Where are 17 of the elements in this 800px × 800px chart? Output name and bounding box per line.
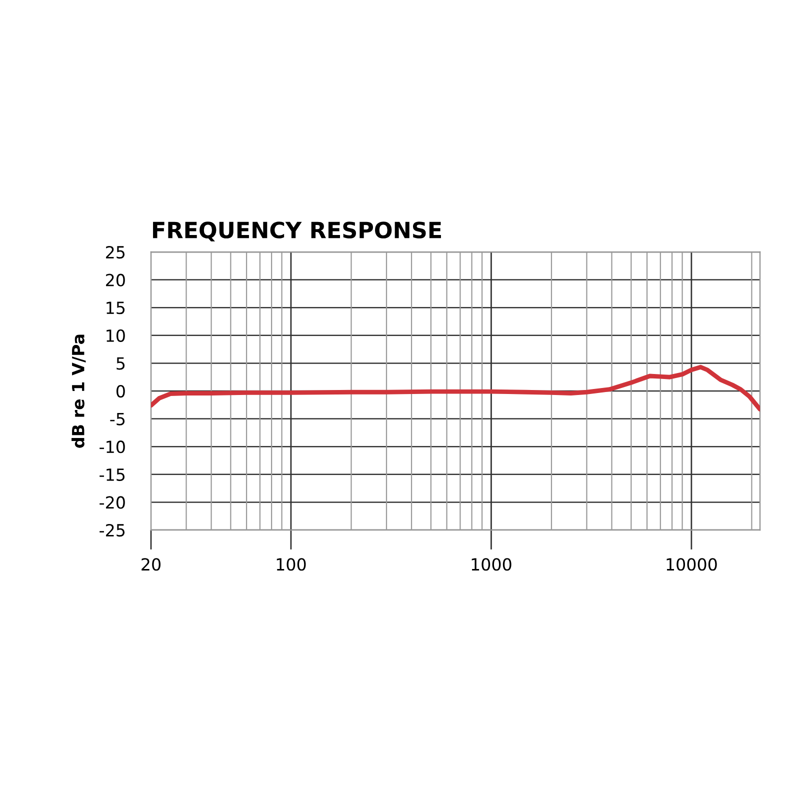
y-tick-label: 5 xyxy=(116,357,125,370)
y-tick-label: -20 xyxy=(100,496,125,509)
y-tick-label: 10 xyxy=(106,329,125,342)
y-tick-label: 25 xyxy=(106,246,125,259)
y-tick-label: -5 xyxy=(110,412,125,426)
y-tick-label: -25 xyxy=(100,524,125,537)
x-tick-label: 10000 xyxy=(666,558,717,571)
y-tick-label: 20 xyxy=(106,274,125,286)
x-tick-label: 1000 xyxy=(472,558,512,571)
y-tick-label: 0 xyxy=(116,384,125,398)
y-tick-label: -15 xyxy=(100,468,125,481)
x-tick-label: 100 xyxy=(276,558,306,571)
x-tick-label: 20 xyxy=(142,558,160,571)
y-tick-label: 15 xyxy=(106,302,125,314)
chart-title: FREQUENCY RESPONSE xyxy=(153,222,441,242)
y-axis-title: dB re 1 V/Pa xyxy=(72,334,86,448)
y-tick-label: -10 xyxy=(100,440,125,454)
